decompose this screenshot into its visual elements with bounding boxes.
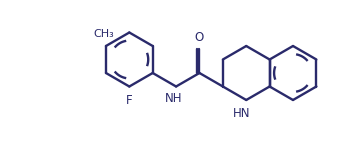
Text: NH: NH [165, 91, 183, 105]
Text: O: O [195, 31, 204, 44]
Text: HN: HN [233, 107, 250, 120]
Text: F: F [126, 93, 133, 106]
Text: CH₃: CH₃ [94, 29, 114, 39]
